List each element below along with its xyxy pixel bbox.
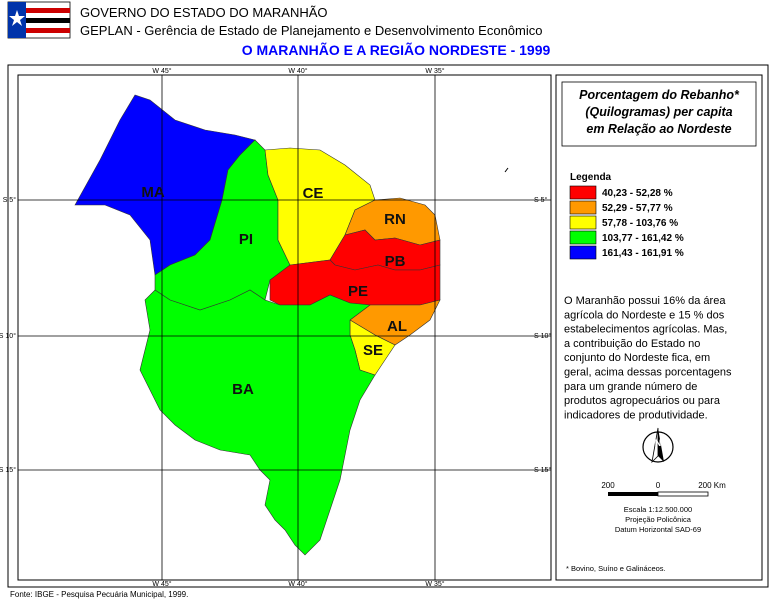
- latitude-label: S 10°: [534, 332, 551, 340]
- description: produtos agropecuários ou para: [564, 395, 721, 407]
- scale-label: 200 Km: [698, 481, 726, 490]
- latitude-label: S 15°: [0, 466, 16, 474]
- legend-swatch: [569, 185, 597, 200]
- legend-swatch: [569, 230, 597, 245]
- flag: [7, 1, 71, 39]
- legend-swatch: [569, 215, 597, 230]
- state-label: PE: [348, 283, 368, 300]
- longitude-label: W 40°: [288, 67, 307, 75]
- legend-label: 40,23 - 52,28 %: [602, 188, 673, 199]
- department: GEPLAN - Gerência de Estado de Planejame…: [80, 23, 542, 38]
- state-label: AL: [387, 318, 407, 335]
- north-label: N: [655, 438, 662, 448]
- description: indicadores de produtividade.: [564, 409, 708, 421]
- legend-label: 52,29 - 57,77 %: [602, 203, 673, 214]
- latitude-label: S 5°: [3, 196, 17, 204]
- panel-title: em Relação ao Nordeste: [586, 122, 731, 136]
- description: agrícola do Nordeste e 15 % dos: [564, 309, 725, 321]
- legend-label: 161,43 - 161,91 %: [602, 248, 684, 259]
- north-arrow: [642, 427, 674, 464]
- legend-label: 103,77 - 161,42 %: [602, 233, 684, 244]
- scale-note: Escala 1:12.500.000: [624, 505, 692, 514]
- latitude-label: S 5°: [534, 196, 548, 204]
- description: conjunto do Nordeste fica, em: [564, 352, 710, 364]
- states: [74, 94, 441, 556]
- longitude-label: W 45°: [152, 580, 171, 588]
- longitude-label: W 35°: [425, 67, 444, 75]
- map-title: O MARANHÃO E A REGIÃO NORDESTE - 1999: [242, 41, 551, 58]
- footnote: * Bovino, Suíno e Galináceos.: [566, 564, 666, 573]
- description: para um grande número de: [564, 381, 697, 393]
- longitude-label: W 45°: [152, 67, 171, 75]
- legend-label: 57,78 - 103,76 %: [602, 218, 678, 229]
- description: estabelecimentos agrícolas. Mas,: [564, 324, 727, 336]
- legend-swatch: [569, 245, 597, 260]
- state-label: RN: [384, 211, 406, 228]
- longitude-label: W 40°: [288, 580, 307, 588]
- description: O Maranhão possui 16% da área: [564, 295, 726, 307]
- latitude-label: S 15°: [534, 466, 551, 474]
- longitude-label: W 35°: [425, 580, 444, 588]
- agency: GOVERNO DO ESTADO DO MARANHÃO: [80, 5, 328, 20]
- state-label: BA: [232, 381, 254, 398]
- state-label: PI: [239, 231, 253, 248]
- description: a contribuição do Estado no: [564, 338, 700, 350]
- panel-title: Porcentagem do Rebanho*: [579, 88, 740, 102]
- latitude-label: S 10°: [0, 332, 16, 340]
- scale-label: 0: [656, 481, 661, 490]
- description: geral, acima dessas porcentagens: [564, 367, 732, 379]
- legend-swatch: [569, 200, 597, 215]
- state-label: CE: [303, 185, 324, 202]
- side-panel: [555, 74, 763, 581]
- legend-panel: Porcentagem do Rebanho* (Quilogramas) per…: [561, 81, 757, 573]
- source: Fonte: IBGE - Pesquisa Pecuária Municipa…: [10, 590, 188, 599]
- state-label: PB: [385, 253, 406, 270]
- scale-label: 200: [601, 481, 615, 490]
- outer-frame: [7, 64, 769, 588]
- panel-title-box: [561, 81, 757, 147]
- legend-title: Legenda: [570, 172, 612, 183]
- panel-title: (Quilogramas) per capita: [585, 105, 732, 119]
- state-label: SE: [363, 342, 383, 359]
- scale-bar: [608, 491, 709, 497]
- island: [504, 167, 509, 173]
- map-frame: [17, 74, 552, 581]
- graticule: W 45° W 45° W 40° W 40° W 35° W 35° S 5° S 5° S …: [0, 67, 551, 588]
- scale-note: Datum Horizontal SAD-69: [615, 525, 701, 534]
- state-ba: [139, 289, 376, 556]
- scale-note: Projeção Policônica: [625, 515, 692, 524]
- state-label: MA: [141, 184, 164, 201]
